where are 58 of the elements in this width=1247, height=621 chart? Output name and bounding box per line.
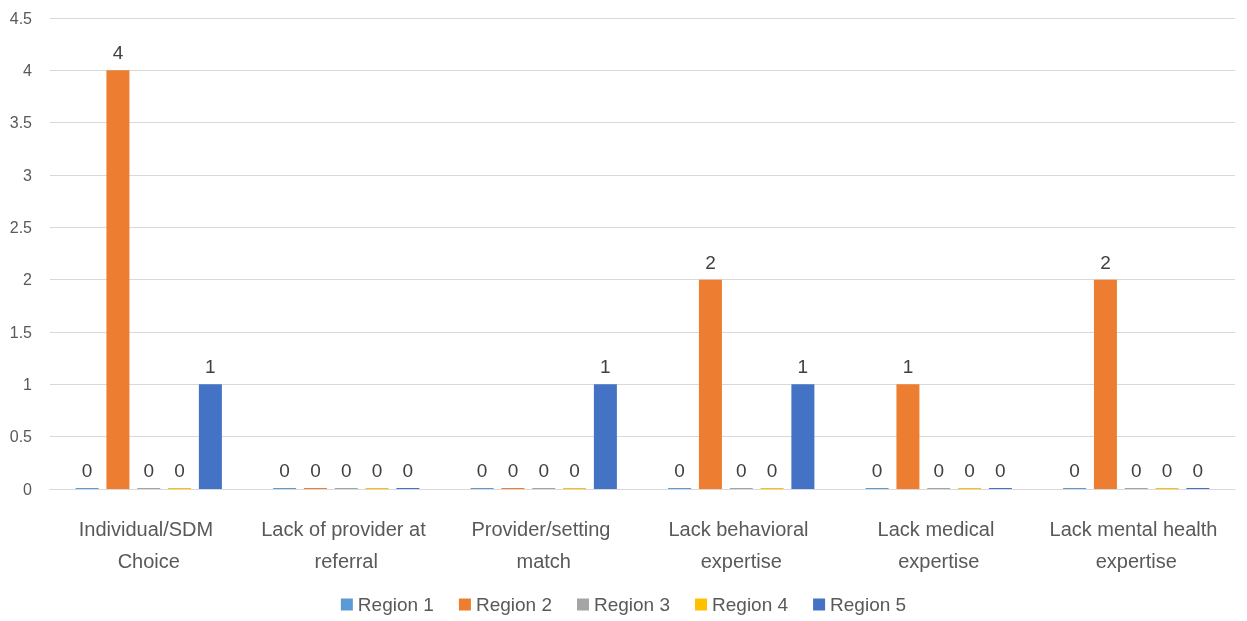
data-label: 0 bbox=[174, 460, 185, 481]
data-label: 2 bbox=[1100, 251, 1111, 273]
bar bbox=[698, 279, 722, 489]
x-tick-label: Lack of provider at referral bbox=[261, 518, 432, 572]
bar bbox=[106, 70, 130, 489]
y-tick-label: 0.5 bbox=[9, 428, 33, 446]
data-label: 1 bbox=[902, 356, 914, 378]
data-label: 0 bbox=[766, 460, 778, 481]
y-tick-label: 3.5 bbox=[9, 114, 33, 132]
legend-label: Region 5 bbox=[830, 594, 907, 615]
y-tick-label: 0 bbox=[23, 480, 33, 498]
x-tick-label: Lack behavioral expertise bbox=[668, 518, 815, 572]
x-tick-label: Lack mental health expertise bbox=[1049, 518, 1223, 572]
data-label: 0 bbox=[476, 460, 488, 481]
y-tick-label: 2.5 bbox=[9, 218, 33, 236]
data-label: 1 bbox=[205, 356, 216, 378]
data-label: 0 bbox=[371, 460, 383, 481]
data-label: 0 bbox=[402, 460, 414, 481]
y-tick-label: 4 bbox=[23, 61, 33, 79]
y-tick-label: 3 bbox=[23, 166, 33, 184]
data-label: 0 bbox=[1069, 460, 1080, 481]
data-label: 0 bbox=[674, 460, 685, 481]
data-label: 1 bbox=[600, 356, 611, 378]
bar bbox=[896, 384, 920, 489]
y-tick-label: 2 bbox=[23, 271, 33, 289]
data-label: 0 bbox=[735, 460, 747, 481]
bar bbox=[593, 384, 617, 489]
y-tick-label: 1 bbox=[23, 375, 33, 393]
data-label: 0 bbox=[81, 460, 93, 481]
x-tick-label: Individual/SDM Choice bbox=[78, 518, 219, 572]
data-label: 0 bbox=[995, 460, 1006, 481]
data-label: 0 bbox=[569, 460, 580, 481]
data-label: 2 bbox=[705, 251, 716, 273]
data-label: 0 bbox=[1192, 460, 1204, 481]
legend-label: Region 1 bbox=[357, 594, 434, 615]
bar bbox=[1093, 279, 1117, 489]
data-label: 1 bbox=[797, 356, 809, 378]
y-tick-label: 1.5 bbox=[9, 323, 33, 341]
bar bbox=[791, 384, 815, 489]
data-label: 4 bbox=[112, 42, 124, 64]
data-label: 0 bbox=[1130, 460, 1142, 481]
x-tick-label: Lack medical expertise bbox=[877, 518, 1000, 572]
y-tick-label: 4.5 bbox=[9, 9, 33, 27]
data-label: 0 bbox=[310, 460, 321, 481]
data-label: 0 bbox=[933, 460, 945, 481]
data-label: 0 bbox=[340, 460, 352, 481]
legend-label: Region 2 bbox=[475, 594, 552, 615]
data-label: 0 bbox=[143, 460, 155, 481]
data-label: 0 bbox=[279, 460, 290, 481]
data-label: 0 bbox=[538, 460, 550, 481]
legend-label: Region 4 bbox=[712, 594, 789, 615]
data-label: 0 bbox=[507, 460, 519, 481]
data-label: 0 bbox=[1161, 460, 1173, 481]
data-label: 0 bbox=[871, 460, 883, 481]
data-label: 0 bbox=[964, 460, 975, 481]
legend-label: Region 3 bbox=[593, 594, 671, 615]
x-tick-label: Provider/setting match bbox=[471, 518, 617, 572]
bar bbox=[198, 384, 222, 489]
